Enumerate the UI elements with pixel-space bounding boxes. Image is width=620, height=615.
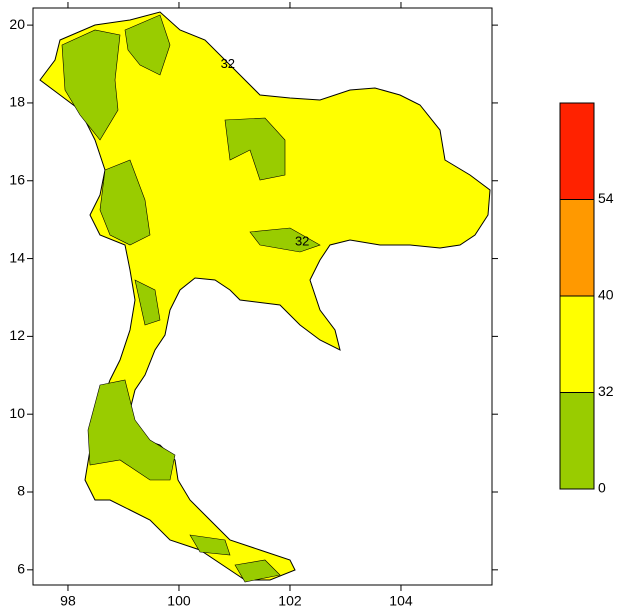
country-shape [39,11,491,581]
x-tick-label: 98 [60,593,76,609]
cool-zone [224,117,286,181]
cool-zone [234,559,281,583]
x-tick-label: 104 [389,593,413,609]
legend-swatch [559,102,595,200]
x-tick-label: 102 [278,593,302,609]
y-tick-label: 10 [9,405,25,421]
contour-label: 32 [221,56,235,71]
legend-label: 0 [598,480,606,496]
cool-zone [189,534,231,556]
cool-zone [87,379,176,481]
y-tick-label: 16 [9,171,25,187]
cool-zone [61,29,121,141]
contour-label: 32 [295,233,309,248]
legend-label: 40 [598,287,614,303]
x-tick-label: 100 [167,593,191,609]
legend-swatch [559,199,595,297]
y-tick-label: 12 [9,327,25,343]
cool-zone [249,227,321,253]
land [39,11,491,583]
legend-swatch [559,392,595,490]
y-tick-label: 14 [9,249,25,265]
y-tick-label: 6 [17,561,25,577]
plot-frame [32,7,493,586]
y-tick-label: 18 [9,94,25,110]
cool-zone [124,14,171,76]
legend-label: 54 [598,190,614,206]
legend-label: 32 [598,383,614,399]
cool-zone [134,279,161,326]
y-tick-label: 8 [17,483,25,499]
legend-swatch [559,295,595,393]
y-tick-label: 20 [9,16,25,32]
cool-zone [99,159,151,246]
